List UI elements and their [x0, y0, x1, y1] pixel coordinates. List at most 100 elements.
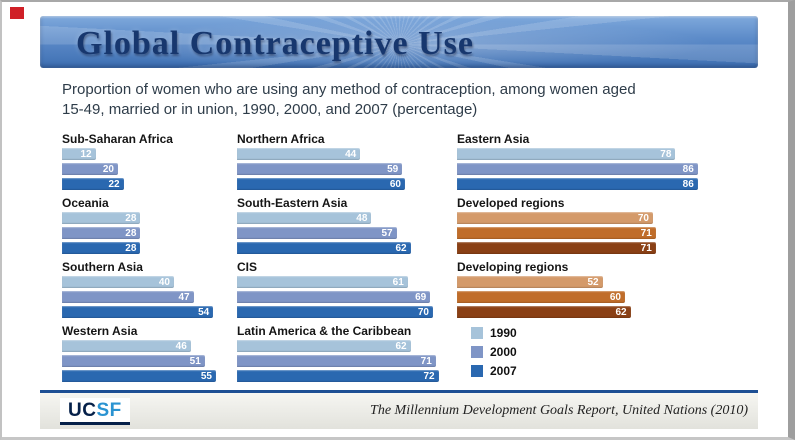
bar-value: 78	[660, 148, 672, 160]
bar-value: 70	[417, 306, 429, 318]
bar-2007: 71	[457, 242, 656, 254]
bar-2007: 60	[237, 178, 405, 190]
subtitle-line-1: Proportion of women who are using any me…	[62, 81, 636, 98]
legend-label: 2007	[490, 364, 517, 378]
bar-value: 60	[609, 291, 621, 303]
bar-value: 40	[158, 276, 170, 288]
bar-1990: 48	[237, 212, 372, 224]
bar-2000: 59	[237, 163, 403, 175]
legend-label: 1990	[490, 326, 517, 340]
legend: 1990 2000 2007	[471, 326, 756, 378]
region-label: Oceania	[62, 196, 109, 210]
bar-value: 47	[178, 291, 190, 303]
bar-2007: 28	[62, 242, 141, 254]
legend-swatch	[471, 327, 483, 339]
region-label: Eastern Asia	[457, 132, 530, 146]
bar-value: 62	[615, 306, 627, 318]
bar-2007: 22	[62, 178, 124, 190]
bar-value: 20	[102, 163, 114, 175]
bar-1990: 40	[62, 276, 174, 288]
region-label: Western Asia	[62, 324, 138, 338]
bar-2000: 71	[237, 355, 436, 367]
bar-value: 28	[125, 242, 137, 254]
bar-group: CIS 61 69 70	[237, 260, 457, 318]
bar-value: 52	[587, 276, 599, 288]
bar-group: Latin America & the Caribbean 62 71 72	[237, 324, 457, 382]
bar-value: 28	[125, 212, 137, 224]
bar-value: 86	[682, 163, 694, 175]
bar-1990: 28	[62, 212, 141, 224]
bar-value: 48	[356, 212, 368, 224]
chart-column-3: Eastern Asia 78 86 86 Developed regions 70 71 7…	[457, 132, 756, 388]
bar-group: South-Eastern Asia 48 57 62	[237, 196, 457, 254]
bar-2007: 62	[457, 306, 631, 318]
footer: UCSF The Millennium Development Goals Re…	[40, 393, 758, 429]
legend-item: 2007	[471, 364, 756, 378]
red-accent	[10, 7, 24, 19]
region-label: Developed regions	[457, 196, 565, 210]
chart: Sub-Saharan Africa 12 20 22 Oceania 28 28 28 Sou…	[62, 132, 756, 388]
bar-value: 71	[420, 355, 432, 367]
bar-2007: 70	[237, 306, 433, 318]
bar-value: 71	[640, 242, 652, 254]
bar-2000: 71	[457, 227, 656, 239]
region-label: Southern Asia	[62, 260, 143, 274]
page-title: Global Contraceptive Use	[76, 25, 474, 62]
bar-1990: 46	[62, 340, 191, 352]
logo-uc: UC	[68, 399, 97, 421]
bar-value: 28	[125, 227, 137, 239]
bar-value: 86	[682, 178, 694, 190]
bar-group: Southern Asia 40 47 54	[62, 260, 237, 318]
bar-group: Developed regions 70 71 71	[457, 196, 756, 254]
bar-value: 55	[200, 370, 212, 382]
bar-value: 61	[392, 276, 404, 288]
subtitle: Proportion of women who are using any me…	[62, 80, 728, 121]
bar-value: 70	[637, 212, 649, 224]
bar-value: 62	[395, 242, 407, 254]
bar-2000: 60	[457, 291, 625, 303]
bar-value: 54	[198, 306, 210, 318]
bar-value: 57	[381, 227, 393, 239]
bar-1990: 62	[237, 340, 411, 352]
bar-2000: 28	[62, 227, 141, 239]
bar-1990: 70	[457, 212, 653, 224]
legend-swatch	[471, 365, 483, 377]
chart-column-1: Sub-Saharan Africa 12 20 22 Oceania 28 28 28 Sou…	[62, 132, 237, 388]
bar-2007: 54	[62, 306, 214, 318]
bar-2000: 47	[62, 291, 194, 303]
bar-1990: 12	[62, 148, 96, 160]
bar-group: Developing regions 52 60 62	[457, 260, 756, 318]
legend-swatch	[471, 346, 483, 358]
chart-column-2: Northern Africa 44 59 60 South-Eastern Asia 4…	[237, 132, 457, 388]
bar-value: 71	[640, 227, 652, 239]
region-label: Developing regions	[457, 260, 569, 274]
bar-value: 46	[175, 340, 187, 352]
legend-item: 1990	[471, 326, 756, 340]
bar-2000: 51	[62, 355, 205, 367]
bar-value: 59	[387, 163, 399, 175]
bar-value: 12	[80, 148, 92, 160]
bar-value: 72	[423, 370, 435, 382]
bar-value: 62	[395, 340, 407, 352]
bar-2007: 86	[457, 178, 698, 190]
bar-2007: 62	[237, 242, 411, 254]
bar-group: Sub-Saharan Africa 12 20 22	[62, 132, 237, 190]
logo-sf: SF	[96, 399, 122, 421]
bar-2000: 69	[237, 291, 431, 303]
title-banner: Global Contraceptive Use	[40, 16, 758, 68]
region-label: South-Eastern Asia	[237, 196, 348, 210]
bar-group: Northern Africa 44 59 60	[237, 132, 457, 190]
footer-rule	[40, 390, 758, 393]
region-label: Northern Africa	[237, 132, 325, 146]
bar-value: 22	[108, 178, 120, 190]
subtitle-line-2: 15-49, married or in union, 1990, 2000, …	[62, 101, 478, 119]
bar-2007: 55	[62, 370, 216, 382]
region-label: Sub-Saharan Africa	[62, 132, 173, 146]
bar-2000: 20	[62, 163, 118, 175]
region-label: CIS	[237, 260, 258, 274]
bar-2000: 86	[457, 163, 698, 175]
ucsf-logo: UCSF	[60, 397, 130, 425]
legend-item: 2000	[471, 345, 756, 359]
bar-2000: 57	[237, 227, 397, 239]
